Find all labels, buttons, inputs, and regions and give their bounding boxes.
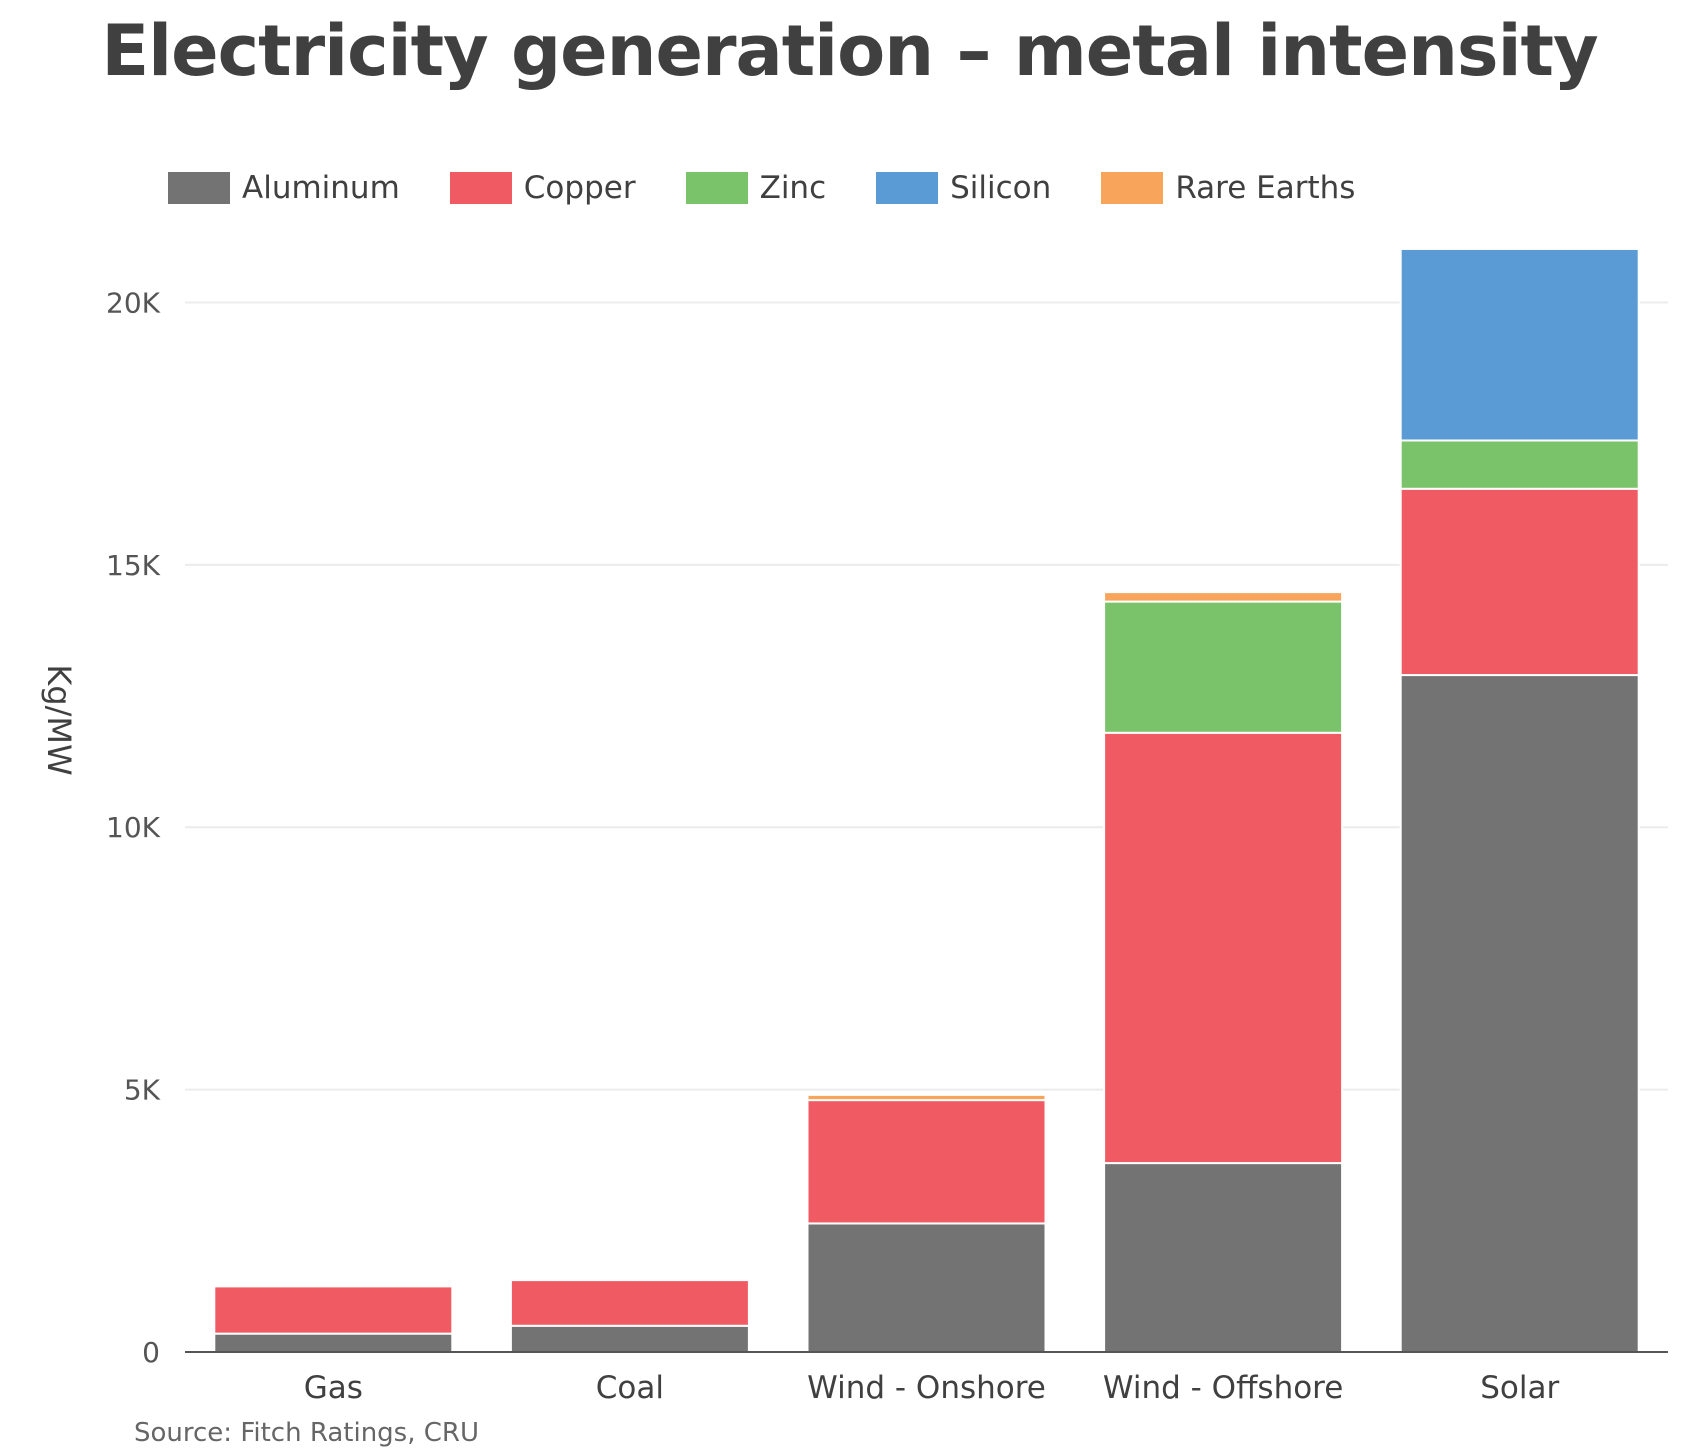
- bar-rare-earths-3: [1103, 591, 1344, 603]
- legend-label: Aluminum: [242, 170, 400, 206]
- bar-zinc-4: [1399, 439, 1640, 490]
- legend-label: Zinc: [759, 170, 827, 206]
- bar-aluminum-0: [213, 1332, 454, 1353]
- x-tick-label-3: Wind - Offshore: [1103, 1370, 1343, 1406]
- bar-copper-4: [1399, 487, 1640, 677]
- legend-item-copper: Copper: [449, 170, 636, 206]
- legend-swatch: [876, 172, 939, 204]
- bar-aluminum-3: [1103, 1162, 1344, 1353]
- legend-label: Rare Earths: [1175, 170, 1356, 206]
- x-tick-label-0: Gas: [304, 1370, 363, 1406]
- legend-swatch: [168, 172, 230, 204]
- legend-swatch: [685, 172, 748, 204]
- legend-item-zinc: Zinc: [685, 170, 827, 206]
- bar-copper-0: [213, 1285, 454, 1335]
- y-tick-label-0: 0: [142, 1336, 160, 1369]
- legend: Aluminum Copper Zinc Silicon Rare Earths: [168, 170, 1405, 206]
- bar-aluminum-2: [806, 1222, 1047, 1354]
- bar-silicon-4: [1399, 247, 1640, 442]
- legend-swatch: [1101, 172, 1164, 204]
- y-tick-label-1: 5K: [124, 1074, 161, 1107]
- y-axis-title: Kg/MW: [40, 664, 78, 775]
- y-tick-label-4: 20K: [106, 286, 161, 319]
- bar-aluminum-4: [1399, 674, 1640, 1353]
- bar-copper-3: [1103, 731, 1344, 1165]
- legend-item-aluminum: Aluminum: [168, 170, 400, 206]
- chart-title: Electricity generation – metal intensity: [101, 10, 1598, 92]
- bar-copper-1: [509, 1279, 750, 1327]
- x-tick-label-4: Solar: [1480, 1370, 1559, 1406]
- legend-label: Silicon: [950, 170, 1052, 206]
- x-tick-label-2: Wind - Onshore: [807, 1370, 1046, 1406]
- x-tick-label-1: Coal: [596, 1370, 664, 1406]
- legend-item-silicon: Silicon: [876, 170, 1051, 206]
- source-note: Source: Fitch Ratings, CRU: [134, 1418, 479, 1448]
- legend-swatch: [449, 172, 512, 204]
- bar-zinc-3: [1103, 600, 1344, 734]
- legend-label: Copper: [523, 170, 636, 206]
- y-tick-label-2: 10K: [106, 811, 161, 844]
- bar-rare-earths-2: [806, 1093, 1047, 1102]
- bar-copper-2: [806, 1099, 1047, 1225]
- bar-aluminum-1: [509, 1324, 750, 1354]
- y-tick-label-3: 15K: [106, 549, 161, 582]
- legend-item-rare-earths: Rare Earths: [1101, 170, 1355, 206]
